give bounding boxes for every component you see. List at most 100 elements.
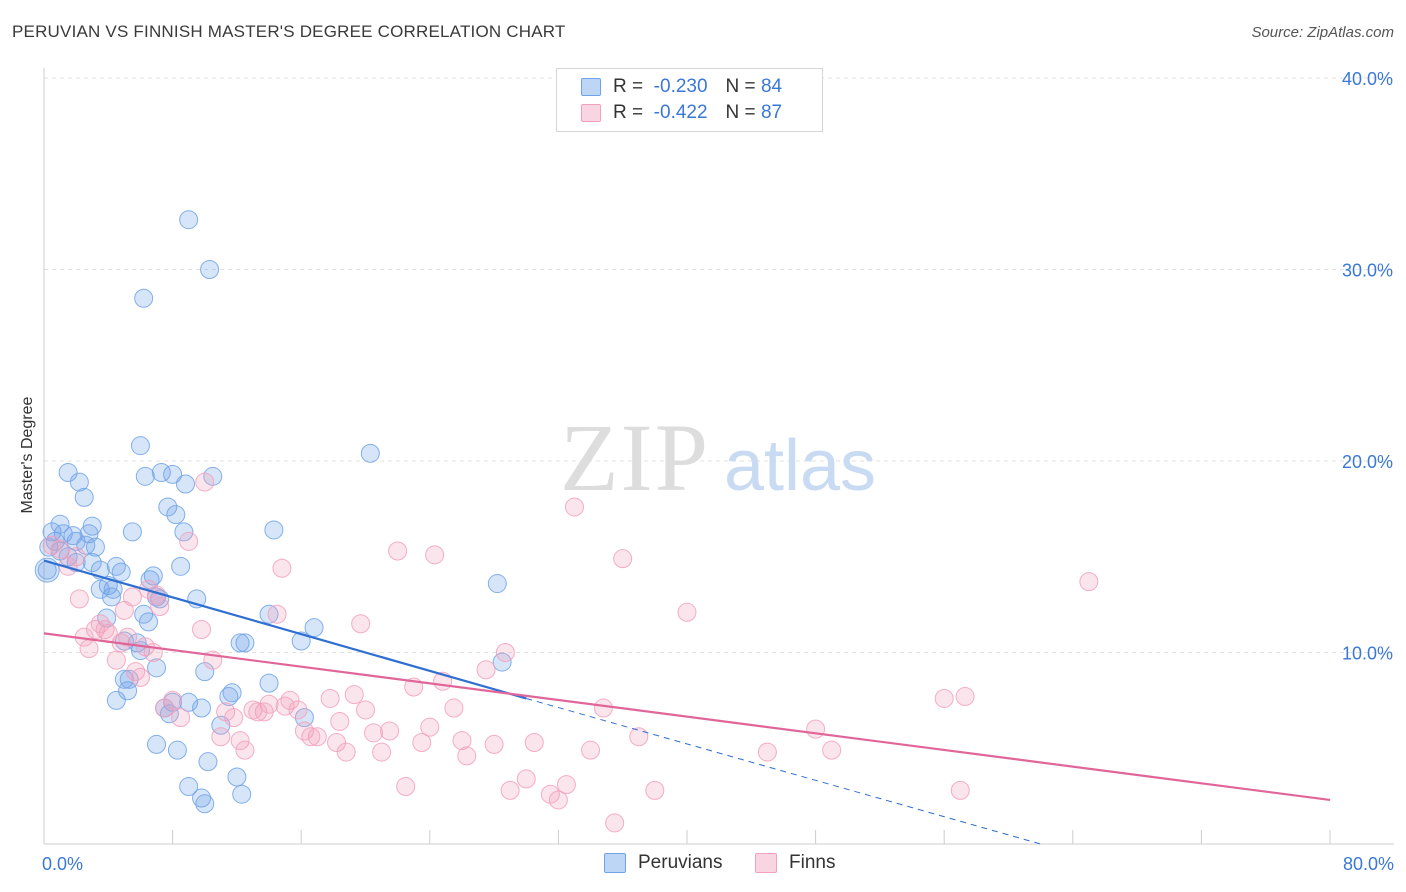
legend-swatch-peruvians xyxy=(604,853,626,873)
point-peruvians xyxy=(82,516,102,536)
point-peruvians xyxy=(50,514,70,534)
legend-n-value: 84 xyxy=(760,76,783,97)
data-points xyxy=(34,210,1099,833)
point-finns xyxy=(122,587,142,607)
point-peruvians xyxy=(147,734,167,754)
point-finns xyxy=(1079,572,1099,592)
y-tick-label: 10.0% xyxy=(1342,644,1393,664)
point-peruvians xyxy=(219,687,239,707)
point-peruvians xyxy=(158,497,178,517)
point-finns xyxy=(327,733,347,753)
point-finns xyxy=(495,643,515,662)
point-finns xyxy=(301,727,321,747)
legend-label-peruvians: Peruvians xyxy=(638,852,723,873)
point-finns xyxy=(388,541,408,561)
legend-row-peruvians: R = -0.230 N = 84 xyxy=(581,75,782,99)
series-legend: Peruvians Finns xyxy=(0,852,1406,876)
point-peruvians xyxy=(192,698,212,718)
point-finns xyxy=(412,733,432,753)
point-finns xyxy=(50,539,70,559)
point-finns xyxy=(564,497,584,517)
tick-labels: 10.0% 20.0% 30.0% 40.0% 0.0% 80.0% xyxy=(42,69,1394,874)
point-peruvians xyxy=(135,466,155,486)
trend-line-extension-peruvians xyxy=(526,697,1041,845)
legend-r-value: -0.422 xyxy=(653,102,708,123)
point-finns xyxy=(757,742,777,762)
point-peruvians xyxy=(294,708,314,728)
point-finns xyxy=(484,734,504,754)
point-peruvians xyxy=(179,692,199,712)
trend-line-finns xyxy=(43,632,1331,802)
point-peruvians xyxy=(259,673,279,693)
point-finns xyxy=(556,775,576,795)
legend-r-value: -0.230 xyxy=(653,76,708,97)
point-finns xyxy=(476,660,496,680)
point-finns xyxy=(211,727,231,747)
point-finns xyxy=(224,708,244,728)
legend-n-label: N = xyxy=(725,76,756,97)
point-peruvians xyxy=(166,505,186,525)
point-finns xyxy=(192,620,212,640)
point-finns xyxy=(500,780,520,800)
point-peruvians xyxy=(69,472,89,492)
axes xyxy=(43,68,1394,845)
legend-item-peruvians[interactable]: Peruvians xyxy=(604,852,723,874)
point-finns xyxy=(677,602,697,622)
legend-n-value: 87 xyxy=(760,102,783,123)
point-peruvians xyxy=(130,436,150,456)
point-peruvians xyxy=(122,522,142,542)
point-finns xyxy=(330,711,350,731)
point-peruvians xyxy=(235,633,255,653)
point-finns xyxy=(336,742,356,762)
point-peruvians xyxy=(167,740,187,760)
point-finns xyxy=(280,690,300,710)
point-finns xyxy=(934,688,954,708)
point-finns xyxy=(95,620,115,640)
point-finns xyxy=(444,698,464,718)
y-tick-label: 40.0% xyxy=(1342,69,1393,89)
point-peruvians xyxy=(200,260,220,279)
point-finns xyxy=(155,698,175,718)
point-peruvians xyxy=(259,604,279,624)
point-peruvians xyxy=(232,784,252,804)
point-finns xyxy=(288,700,308,720)
point-peruvians xyxy=(195,794,215,814)
point-peruvians xyxy=(360,443,380,463)
point-finns xyxy=(629,727,649,747)
point-finns xyxy=(79,639,99,659)
point-peruvians xyxy=(487,574,507,594)
point-finns xyxy=(425,545,445,565)
point-finns xyxy=(420,717,440,737)
legend-swatch-finns xyxy=(755,853,777,873)
point-finns xyxy=(581,740,601,760)
y-tick-label: 30.0% xyxy=(1342,261,1393,281)
point-finns xyxy=(130,667,150,687)
trend-lines xyxy=(43,559,1331,845)
chart-title: PERUVIAN VS FINNISH MASTER'S DEGREE CORR… xyxy=(12,22,566,41)
point-peruvians xyxy=(102,587,122,607)
point-finns xyxy=(267,604,287,624)
point-finns xyxy=(179,531,199,551)
point-peruvians xyxy=(106,690,126,710)
legend-r-label: R = xyxy=(613,102,644,123)
legend-label-finns: Finns xyxy=(789,852,836,873)
point-peruvians xyxy=(198,752,218,772)
point-peruvians xyxy=(227,767,247,787)
legend-item-finns[interactable]: Finns xyxy=(755,852,835,874)
point-finns xyxy=(344,685,364,705)
trend-line-peruvians xyxy=(43,559,527,700)
point-peruvians xyxy=(222,683,242,703)
point-finns xyxy=(307,727,327,747)
point-peruvians xyxy=(111,562,131,582)
point-finns xyxy=(230,731,250,751)
point-peruvians xyxy=(195,662,215,682)
point-peruvians xyxy=(174,522,194,542)
legend-swatch-finns xyxy=(581,104,601,122)
point-finns xyxy=(452,731,472,751)
point-peruvians xyxy=(58,462,78,482)
point-finns xyxy=(356,700,375,720)
point-finns xyxy=(351,614,371,634)
point-finns xyxy=(806,719,826,739)
point-finns xyxy=(272,558,292,578)
